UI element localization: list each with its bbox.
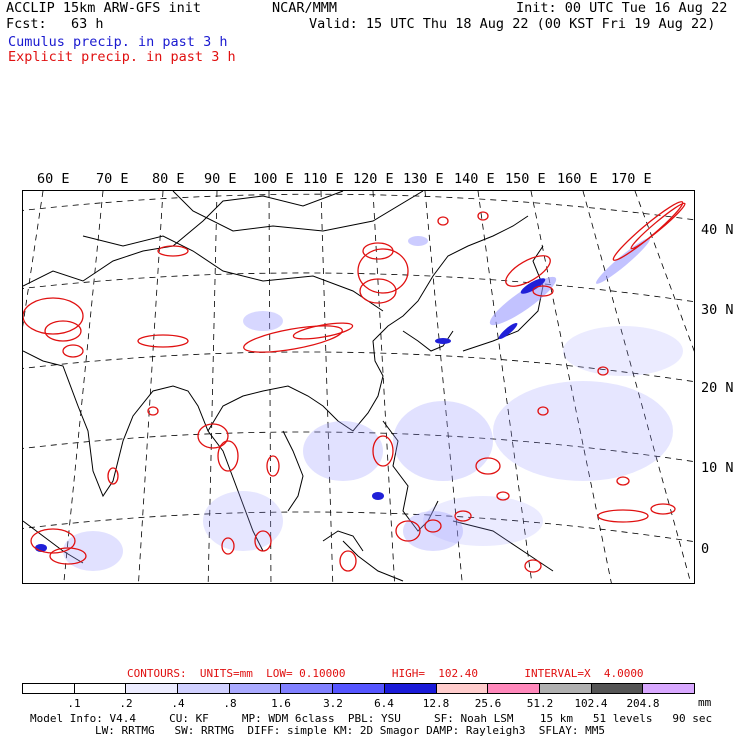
lon-label: 90 E [204, 171, 237, 187]
colorbar-label: 102.4 [574, 697, 608, 710]
lon-label: 160 E [557, 171, 598, 187]
lon-label: 100 E [253, 171, 294, 187]
precip-map [22, 190, 695, 584]
lon-label: 60 E [37, 171, 70, 187]
legend-explicit: Explicit precip. in past 3 h [8, 49, 236, 65]
colorbar-swatch [643, 684, 694, 693]
lon-label: 80 E [152, 171, 185, 187]
lon-label: 110 E [303, 171, 344, 187]
colorbar-swatch [126, 684, 179, 693]
colorbar-swatch [74, 684, 127, 693]
center-label: NCAR/MMM [272, 0, 338, 16]
colorbar-label: 1.6 [271, 697, 291, 710]
valid-time: Valid: 15 UTC Thu 18 Aug 22 (00 KST Fri … [309, 16, 716, 32]
explicit-precip [23, 201, 686, 573]
lat-label: 40 N [701, 222, 734, 238]
cumulus-strong [35, 278, 546, 552]
cumulus-precip [63, 236, 683, 571]
colorbar-swatch [281, 684, 334, 693]
model-info-line1: Model Info: V4.4 CU: KF MP: WDM 6class P… [30, 712, 713, 725]
colorbar-swatch [436, 684, 489, 693]
model-info-line2: LW: RRTMG SW: RRTMG DIFF: simple KM: 2D … [95, 724, 605, 737]
lat-label: 30 N [701, 302, 734, 318]
colorbar-label: .8 [223, 697, 237, 710]
colorbar-label: .2 [119, 697, 133, 710]
lat-label: 20 N [701, 380, 734, 396]
lat-label: 0 [701, 541, 710, 557]
colorbar-label: 51.2 [526, 697, 554, 710]
init-time: Init: 00 UTC Tue 16 Aug 22 [516, 0, 728, 16]
colorbar-label: 25.6 [474, 697, 502, 710]
legend-cumulus: Cumulus precip. in past 3 h [8, 34, 228, 50]
colorbar-label: 3.2 [323, 697, 343, 710]
colorbar-swatch [333, 684, 385, 693]
lon-label: 70 E [96, 171, 129, 187]
parallels [23, 193, 694, 543]
lon-label: 120 E [353, 171, 394, 187]
map-graphic [23, 191, 694, 583]
coastlines [23, 191, 554, 582]
forecast-hour: Fcst: 63 h [6, 16, 104, 32]
colorbar-swatch [591, 684, 644, 693]
colorbar-label: 204.8 [626, 697, 660, 710]
meridians [23, 191, 694, 583]
lon-label: 140 E [454, 171, 495, 187]
lat-label: 10 N [701, 460, 734, 476]
colorbar-swatch [229, 684, 282, 693]
colorbar-swatch [178, 684, 230, 693]
colorbar-label: .1 [67, 697, 81, 710]
run-title: ACCLIP 15km ARW-GFS init [6, 0, 202, 16]
colorbar-swatch [488, 684, 540, 693]
colorbar-label: .4 [171, 697, 185, 710]
colorbar-swatch [384, 684, 437, 693]
contour-info: CONTOURS: UNITS=mm LOW= 0.10000 HIGH= 10… [127, 667, 644, 680]
colorbar-label: 6.4 [374, 697, 394, 710]
lon-label: 170 E [611, 171, 652, 187]
colorbar-swatch [23, 684, 75, 693]
lon-label: 150 E [505, 171, 546, 187]
colorbar [22, 683, 695, 694]
lon-label: 130 E [403, 171, 444, 187]
colorbar-unit: mm [698, 696, 712, 709]
colorbar-label: 12.8 [422, 697, 450, 710]
colorbar-swatch [539, 684, 592, 693]
